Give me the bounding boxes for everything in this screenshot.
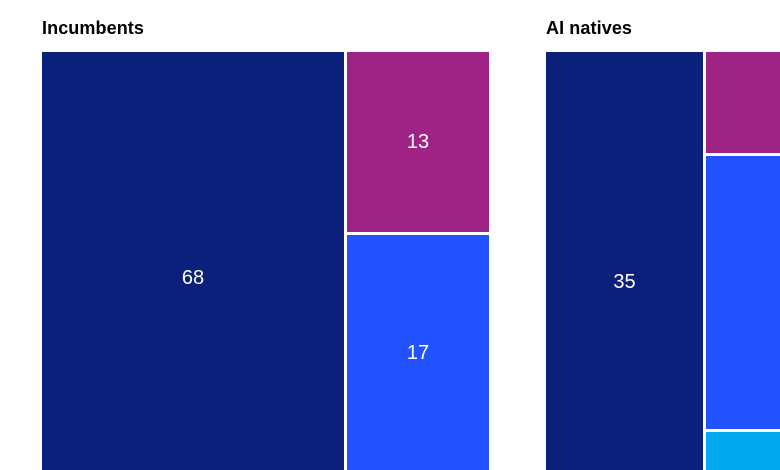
treemap-segment-incumbents-13: 13 xyxy=(347,52,489,232)
segment-value-label: 17 xyxy=(406,341,430,364)
segment-value-label: 68 xyxy=(181,267,205,289)
treemap-segment-ai-natives-cyan xyxy=(706,432,780,470)
treemap-segment-ai-natives-35: 35 xyxy=(546,52,703,470)
panel-title-incumbents: Incumbents xyxy=(42,18,145,38)
treemap-segment-incumbents-68: 68 xyxy=(42,52,344,470)
segment-value-label: 35 xyxy=(613,271,636,293)
panel-title-ai-natives: AI natives xyxy=(546,18,633,38)
treemap-segment-ai-natives-blue xyxy=(706,156,780,429)
treemap-segment-ai-natives-magenta xyxy=(706,52,780,153)
treemap-segment-incumbents-17: 17 xyxy=(347,235,489,470)
segment-value-label: 13 xyxy=(406,131,430,153)
